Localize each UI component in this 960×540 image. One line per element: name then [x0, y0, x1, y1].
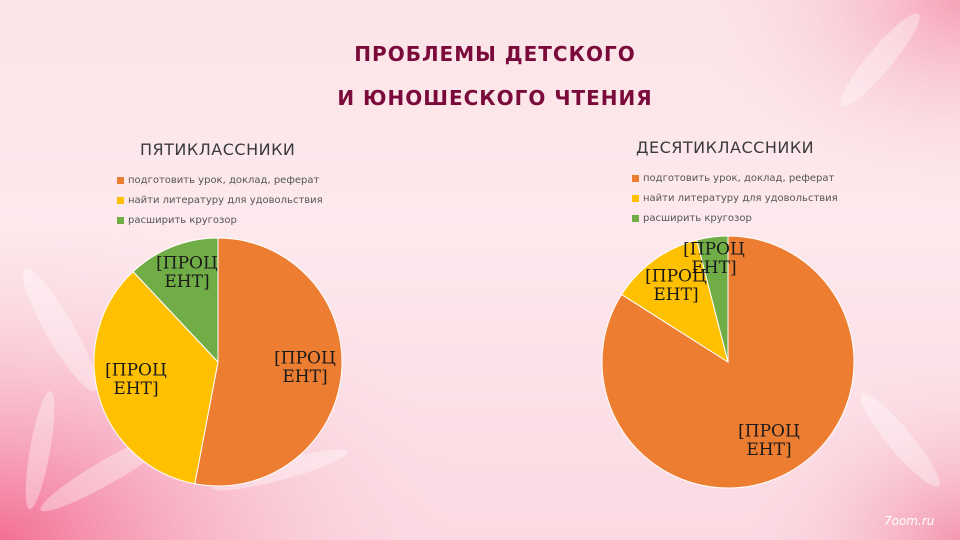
page-title-line2: И ЮНОШЕСКОГО ЧТЕНИЯ: [337, 86, 653, 110]
page-title-line1: ПРОБЛЕМЫ ДЕТСКОГО: [354, 42, 636, 66]
data-label-left-2: [ПРОЦ ЕНТ]: [156, 254, 218, 293]
legend-label: найти литературу для удовольствия: [128, 194, 323, 206]
legend-swatch-yellow: [117, 196, 124, 204]
pie-slice-left-1: [93, 270, 219, 485]
right-chart-legend: подготовить урок, доклад, реферат найти …: [632, 168, 838, 228]
pie-slice-left-0: [194, 237, 343, 487]
legend-swatch-yellow: [632, 194, 639, 202]
data-label-left-1: [ПРОЦ ЕНТ]: [105, 361, 167, 400]
data-label-right-1: [ПРОЦ ЕНТ]: [645, 267, 707, 306]
right-chart-title: ДЕСЯТИКЛАССНИКИ: [636, 138, 815, 157]
pie-slice-right-1: [620, 239, 729, 364]
data-label-left-0: [ПРОЦ ЕНТ]: [274, 349, 336, 388]
pie-slice-right-2: [696, 235, 729, 363]
left-chart-legend: подготовить урок, доклад, реферат найти …: [117, 170, 323, 230]
legend-label: подготовить урок, доклад, реферат: [128, 174, 320, 186]
legend-label: найти литературу для удовольствия: [643, 192, 838, 204]
legend-item-horizon: расширить кругозор: [632, 208, 838, 228]
legend-item-pleasure: найти литературу для удовольствия: [117, 190, 323, 210]
left-chart-title: ПЯТИКЛАССНИКИ: [140, 140, 296, 159]
legend-label: расширить кругозор: [643, 212, 752, 224]
legend-swatch-orange: [632, 174, 639, 182]
data-label-right-2: [ПРОЦ ЕНТ]: [683, 240, 745, 279]
watermark: 7oom.ru: [884, 514, 935, 528]
legend-label: расширить кругозор: [128, 214, 237, 226]
legend-swatch-green: [632, 214, 639, 222]
legend-label: подготовить урок, доклад, реферат: [643, 172, 835, 184]
legend-item-pleasure: найти литературу для удовольствия: [632, 188, 838, 208]
legend-item-horizon: расширить кругозор: [117, 210, 323, 230]
pie-slice-left-2: [132, 237, 219, 364]
legend-item-prepare: подготовить урок, доклад, реферат: [117, 170, 323, 190]
data-label-right-0: [ПРОЦ ЕНТ]: [738, 422, 800, 461]
legend-swatch-orange: [117, 176, 124, 184]
legend-item-prepare: подготовить урок, доклад, реферат: [632, 168, 838, 188]
legend-swatch-green: [117, 216, 124, 224]
